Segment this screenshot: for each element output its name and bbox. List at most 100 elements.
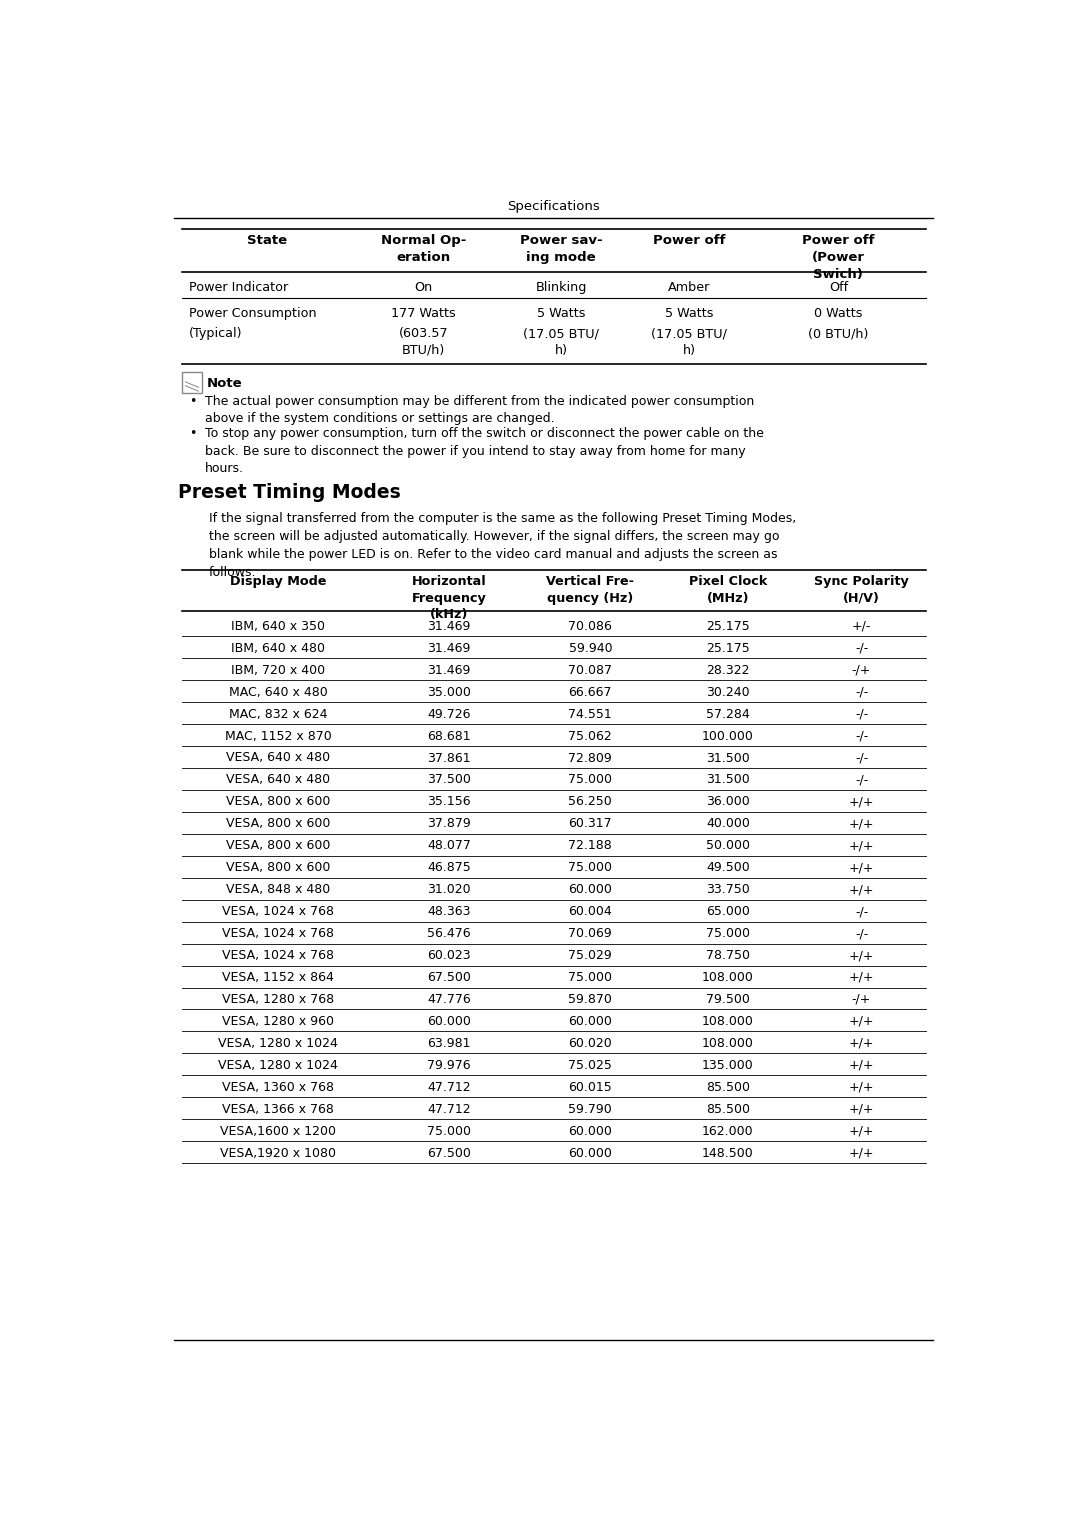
Text: 37.879: 37.879: [427, 817, 471, 831]
Text: 100.000: 100.000: [702, 730, 754, 742]
Text: Off: Off: [828, 281, 848, 295]
Text: VESA,1600 x 1200: VESA,1600 x 1200: [220, 1124, 336, 1138]
Text: VESA, 1152 x 864: VESA, 1152 x 864: [222, 971, 335, 983]
Text: +/+: +/+: [849, 796, 875, 808]
Text: 162.000: 162.000: [702, 1124, 754, 1138]
Text: 60.015: 60.015: [568, 1081, 612, 1093]
Text: •: •: [189, 395, 197, 408]
Text: +/+: +/+: [849, 1147, 875, 1159]
Text: -/-: -/-: [855, 686, 868, 699]
Text: 135.000: 135.000: [702, 1058, 754, 1072]
Text: 75.000: 75.000: [427, 1124, 471, 1138]
Text: 25.175: 25.175: [706, 641, 750, 655]
Text: 70.069: 70.069: [568, 927, 612, 941]
Text: VESA, 1024 x 768: VESA, 1024 x 768: [222, 906, 335, 918]
Text: (Typical): (Typical): [189, 327, 243, 341]
Text: Display Mode: Display Mode: [230, 576, 326, 588]
Text: 85.500: 85.500: [706, 1102, 750, 1116]
Text: 70.087: 70.087: [568, 664, 612, 676]
Text: -/-: -/-: [855, 730, 868, 742]
Text: 31.469: 31.469: [428, 664, 471, 676]
Text: 50.000: 50.000: [706, 840, 750, 852]
Text: +/+: +/+: [849, 840, 875, 852]
Text: 47.712: 47.712: [427, 1081, 471, 1093]
Text: VESA, 1280 x 1024: VESA, 1280 x 1024: [218, 1037, 338, 1049]
Text: +/+: +/+: [849, 1081, 875, 1093]
Text: 25.175: 25.175: [706, 620, 750, 632]
Text: If the signal transferred from the computer is the same as the following Preset : If the signal transferred from the compu…: [208, 512, 796, 579]
Text: 67.500: 67.500: [427, 1147, 471, 1159]
Text: 85.500: 85.500: [706, 1081, 750, 1093]
Text: Power Indicator: Power Indicator: [189, 281, 288, 295]
Text: 60.000: 60.000: [568, 883, 612, 896]
Text: Preset Timing Modes: Preset Timing Modes: [177, 483, 401, 502]
Text: +/+: +/+: [849, 1102, 875, 1116]
Text: 59.790: 59.790: [568, 1102, 612, 1116]
Text: 177 Watts: 177 Watts: [391, 307, 456, 321]
Text: (17.05 BTU/
h): (17.05 BTU/ h): [651, 327, 727, 357]
Text: VESA, 1024 x 768: VESA, 1024 x 768: [222, 948, 335, 962]
Text: 75.000: 75.000: [568, 774, 612, 786]
Text: 35.000: 35.000: [427, 686, 471, 699]
Text: -/-: -/-: [855, 641, 868, 655]
Text: 60.020: 60.020: [568, 1037, 612, 1049]
Text: 35.156: 35.156: [427, 796, 471, 808]
Text: 31.469: 31.469: [428, 641, 471, 655]
Text: 67.500: 67.500: [427, 971, 471, 983]
Text: 108.000: 108.000: [702, 971, 754, 983]
Text: 79.500: 79.500: [706, 993, 750, 1006]
Text: 56.250: 56.250: [568, 796, 612, 808]
Text: 37.861: 37.861: [427, 751, 471, 765]
Text: 30.240: 30.240: [706, 686, 750, 699]
Text: 60.000: 60.000: [427, 1015, 471, 1028]
Text: 72.809: 72.809: [568, 751, 612, 765]
Text: 60.000: 60.000: [568, 1147, 612, 1159]
Text: (603.57
BTU/h): (603.57 BTU/h): [399, 327, 448, 357]
Text: 46.875: 46.875: [427, 861, 471, 875]
Text: +/+: +/+: [849, 861, 875, 875]
Text: IBM, 640 x 480: IBM, 640 x 480: [231, 641, 325, 655]
Text: 59.940: 59.940: [568, 641, 612, 655]
Text: State: State: [246, 234, 287, 247]
Text: 60.317: 60.317: [568, 817, 612, 831]
Text: +/+: +/+: [849, 1124, 875, 1138]
Text: 60.000: 60.000: [568, 1015, 612, 1028]
Text: Note: Note: [207, 377, 243, 391]
Text: VESA, 1280 x 960: VESA, 1280 x 960: [222, 1015, 335, 1028]
Text: 78.750: 78.750: [706, 948, 750, 962]
Text: MAC, 832 x 624: MAC, 832 x 624: [229, 707, 327, 721]
Text: +/+: +/+: [849, 1058, 875, 1072]
Text: Specifications: Specifications: [508, 200, 599, 214]
Text: VESA, 800 x 600: VESA, 800 x 600: [226, 840, 330, 852]
Text: -/-: -/-: [855, 927, 868, 941]
Text: MAC, 640 x 480: MAC, 640 x 480: [229, 686, 327, 699]
Text: VESA, 1024 x 768: VESA, 1024 x 768: [222, 927, 335, 941]
Text: 49.726: 49.726: [427, 707, 471, 721]
Text: 37.500: 37.500: [427, 774, 471, 786]
Text: Blinking: Blinking: [536, 281, 586, 295]
Text: Power off
(Power
Swich): Power off (Power Swich): [802, 234, 875, 281]
Text: (0 BTU/h): (0 BTU/h): [808, 327, 868, 341]
Text: 108.000: 108.000: [702, 1015, 754, 1028]
Text: 31.500: 31.500: [706, 774, 750, 786]
Text: 60.004: 60.004: [568, 906, 612, 918]
Text: Pixel Clock
(MHz): Pixel Clock (MHz): [689, 576, 767, 605]
Text: 56.476: 56.476: [427, 927, 471, 941]
Text: 75.025: 75.025: [568, 1058, 612, 1072]
Text: 48.363: 48.363: [427, 906, 471, 918]
Text: IBM, 640 x 350: IBM, 640 x 350: [231, 620, 325, 632]
Text: +/+: +/+: [849, 817, 875, 831]
Text: VESA,1920 x 1080: VESA,1920 x 1080: [220, 1147, 336, 1159]
Text: IBM, 720 x 400: IBM, 720 x 400: [231, 664, 325, 676]
Text: 75.000: 75.000: [706, 927, 750, 941]
Text: 59.870: 59.870: [568, 993, 612, 1006]
Text: 72.188: 72.188: [568, 840, 612, 852]
Text: VESA, 848 x 480: VESA, 848 x 480: [226, 883, 330, 896]
Text: VESA, 800 x 600: VESA, 800 x 600: [226, 861, 330, 875]
Text: Vertical Fre-
quency (Hz): Vertical Fre- quency (Hz): [546, 576, 634, 605]
Text: 47.712: 47.712: [427, 1102, 471, 1116]
Text: -/+: -/+: [852, 993, 872, 1006]
Text: 75.000: 75.000: [568, 861, 612, 875]
Text: 0 Watts: 0 Watts: [814, 307, 863, 321]
Bar: [181, 373, 202, 392]
